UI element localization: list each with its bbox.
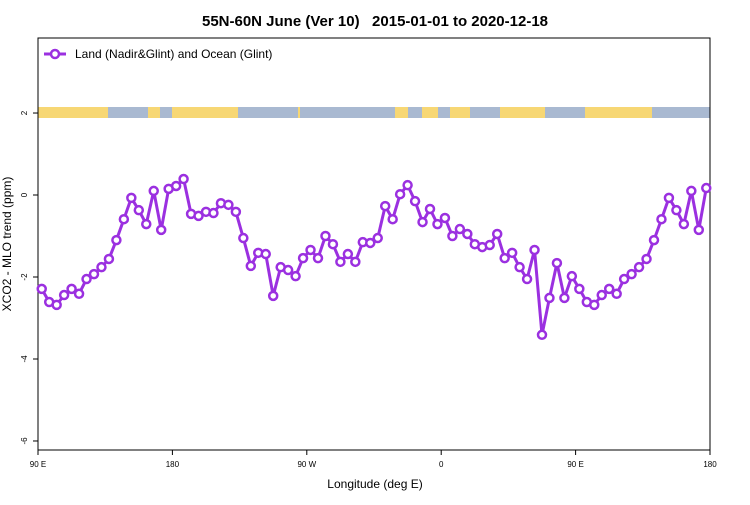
data-point bbox=[633, 261, 645, 273]
land-ocean-band bbox=[38, 107, 710, 118]
data-point bbox=[596, 289, 607, 301]
chart-title: 55N-60N June (Ver 10) 2015-01-01 to 2020… bbox=[202, 13, 548, 30]
data-point bbox=[462, 228, 473, 240]
legend-marker bbox=[49, 48, 61, 60]
data-point bbox=[394, 188, 406, 200]
data-point bbox=[656, 213, 667, 225]
data-point bbox=[521, 273, 533, 285]
data-point bbox=[671, 204, 682, 216]
data-point bbox=[603, 283, 615, 295]
data-point bbox=[58, 289, 70, 301]
y-tick-label: 2 bbox=[20, 110, 29, 115]
data-point bbox=[559, 292, 570, 304]
data-point bbox=[126, 192, 137, 204]
data-point bbox=[238, 232, 249, 244]
data-point bbox=[312, 252, 324, 264]
data-point bbox=[297, 252, 309, 264]
y-tick-label: -4 bbox=[20, 355, 29, 363]
data-point bbox=[409, 195, 421, 207]
y-axis-label: XCO2 - MLO trend (ppm) bbox=[0, 177, 14, 312]
data-point bbox=[73, 288, 85, 300]
x-tick-label: 90 E bbox=[30, 460, 46, 469]
y-tick-label: 0 bbox=[20, 192, 29, 197]
data-point bbox=[641, 253, 652, 265]
data-point bbox=[611, 288, 622, 300]
data-point bbox=[447, 230, 458, 242]
data-point bbox=[51, 299, 62, 311]
data-point bbox=[506, 247, 518, 259]
data-point bbox=[170, 180, 182, 192]
data-point bbox=[335, 256, 346, 268]
x-tick-label: 0 bbox=[439, 460, 444, 469]
x-tick-label: 180 bbox=[703, 460, 717, 469]
data-point bbox=[544, 292, 555, 304]
data-point bbox=[454, 223, 466, 235]
data-point bbox=[566, 270, 578, 282]
data-point bbox=[290, 270, 301, 282]
data-point bbox=[618, 273, 630, 285]
data-point bbox=[686, 185, 697, 197]
data-point bbox=[417, 216, 428, 228]
data-point bbox=[372, 232, 383, 244]
data-point bbox=[491, 228, 503, 240]
data-point bbox=[178, 173, 189, 185]
data-point bbox=[155, 224, 167, 236]
data-point bbox=[267, 290, 279, 302]
data-point bbox=[574, 283, 585, 295]
data-point bbox=[66, 283, 77, 295]
data-point bbox=[387, 213, 398, 225]
data-point bbox=[103, 253, 115, 265]
data-point bbox=[589, 299, 600, 311]
x-tick-label: 90 W bbox=[297, 460, 316, 469]
data-point bbox=[223, 199, 234, 211]
data-point bbox=[529, 244, 540, 256]
data-point bbox=[432, 218, 443, 230]
data-point bbox=[282, 264, 294, 276]
data-point bbox=[350, 256, 361, 268]
legend-label: Land (Nadir&Glint) and Ocean (Glint) bbox=[75, 47, 272, 61]
data-point bbox=[514, 261, 525, 273]
data-point bbox=[118, 213, 130, 225]
data-point bbox=[365, 237, 376, 249]
data-point bbox=[148, 185, 159, 197]
data-point bbox=[36, 283, 47, 295]
y-tick-label: -2 bbox=[20, 273, 29, 281]
data-point bbox=[402, 179, 413, 191]
data-point bbox=[305, 244, 316, 256]
data-point bbox=[551, 257, 563, 269]
series-line bbox=[40, 176, 708, 336]
data-point bbox=[320, 230, 331, 242]
data-point bbox=[327, 238, 339, 250]
plot-frame bbox=[37, 37, 711, 451]
data-point bbox=[342, 248, 354, 260]
data-point bbox=[379, 200, 391, 212]
data-point bbox=[499, 252, 510, 264]
data-point bbox=[678, 218, 690, 230]
data-point bbox=[193, 210, 204, 222]
data-point bbox=[111, 234, 122, 246]
data-point bbox=[663, 192, 675, 204]
data-point bbox=[439, 212, 451, 224]
data-point bbox=[230, 206, 242, 218]
data-point bbox=[424, 203, 436, 215]
data-point bbox=[208, 207, 219, 219]
y-tick-label: -6 bbox=[20, 437, 29, 445]
data-point bbox=[96, 261, 107, 273]
data-point bbox=[133, 204, 145, 216]
data-point bbox=[484, 239, 495, 251]
data-point bbox=[693, 224, 705, 236]
data-point bbox=[260, 248, 271, 260]
x-tick-label: 90 E bbox=[567, 460, 583, 469]
data-point bbox=[648, 234, 660, 246]
data-point bbox=[141, 218, 152, 230]
data-point bbox=[81, 273, 92, 285]
data-point bbox=[245, 260, 257, 272]
x-tick-label: 180 bbox=[166, 460, 180, 469]
data-point bbox=[536, 329, 548, 341]
data-point bbox=[701, 182, 712, 194]
x-axis-label: Longitude (deg E) bbox=[327, 477, 422, 491]
data-point bbox=[88, 268, 100, 280]
data-point bbox=[626, 268, 637, 280]
